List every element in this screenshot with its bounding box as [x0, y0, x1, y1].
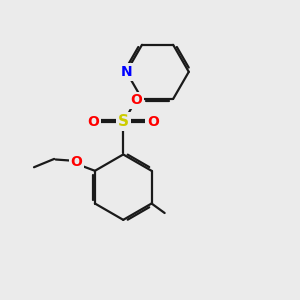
Text: N: N — [121, 65, 132, 79]
Text: O: O — [88, 115, 100, 129]
Text: O: O — [131, 93, 142, 107]
Text: O: O — [70, 155, 83, 170]
Text: O: O — [147, 115, 159, 129]
Text: S: S — [118, 114, 129, 129]
